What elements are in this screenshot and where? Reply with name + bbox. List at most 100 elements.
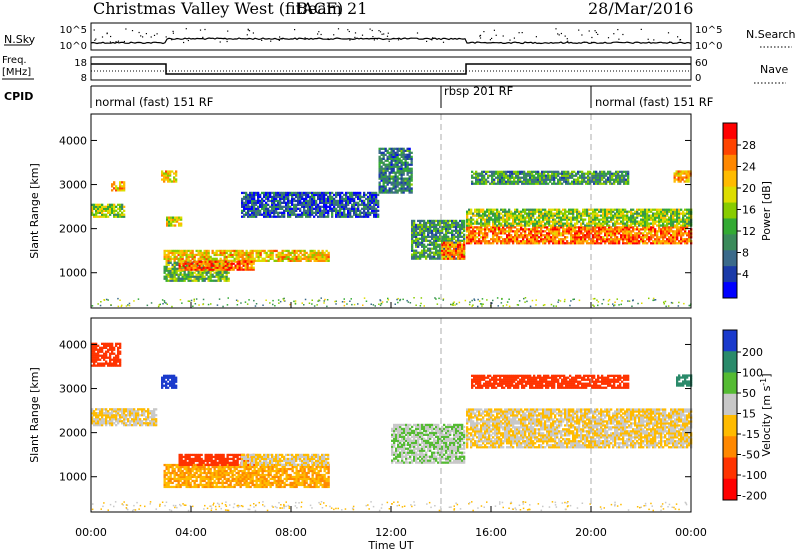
heatmap-cell <box>291 193 294 197</box>
heatmap-cell <box>214 266 217 269</box>
heatmap-cell <box>595 182 598 185</box>
heatmap-cell <box>608 220 611 223</box>
heatmap-cell <box>279 259 282 262</box>
heatmap-cell <box>510 214 513 217</box>
heatmap-cell <box>337 209 340 212</box>
heatmap-cell <box>658 214 661 217</box>
heatmap-cell <box>536 208 539 211</box>
heatmap-cell <box>525 178 528 181</box>
heatmap-cell <box>566 230 569 233</box>
heatmap-cell <box>309 259 312 262</box>
heatmap-cell <box>269 191 272 195</box>
heatmap-cell <box>281 213 284 216</box>
heatmap-cell <box>249 197 252 201</box>
heatmap-cell <box>419 231 422 234</box>
heatmap-cell <box>588 216 591 219</box>
heatmap-cell <box>664 208 667 211</box>
heatmap-cell <box>329 201 332 204</box>
heatmap-cell <box>662 224 665 227</box>
heatmap-cell <box>244 264 247 267</box>
heatmap-cell <box>411 241 414 244</box>
heatmap-cell <box>447 249 450 252</box>
heatmap-cell <box>443 255 446 258</box>
heatmap-cell <box>605 180 608 183</box>
heatmap-cell <box>534 232 537 235</box>
heatmap-cell <box>652 218 655 221</box>
heatmap-cell <box>497 172 500 175</box>
heatmap-cell <box>271 199 274 203</box>
heatmap-cell <box>568 212 571 215</box>
heatmap-cell <box>165 263 168 266</box>
heatmap-cell <box>305 209 308 212</box>
heatmap-cell <box>546 238 549 241</box>
heatmap-cell <box>472 230 475 233</box>
heatmap-cell <box>242 264 245 267</box>
heatmap-cell <box>325 201 328 204</box>
heatmap-cell <box>652 230 655 233</box>
heatmap-cell <box>626 238 629 241</box>
heatmap-cell <box>482 214 485 217</box>
heatmap-cell <box>215 279 218 282</box>
heatmap-cell <box>673 180 676 183</box>
heatmap-cell <box>553 172 556 175</box>
heatmap-cell <box>423 231 426 234</box>
heatmap-cell <box>215 257 218 260</box>
heatmap-cell <box>299 207 302 210</box>
heatmap-cell <box>113 187 116 190</box>
heatmap-cell <box>626 226 629 229</box>
heatmap-cell <box>335 191 338 195</box>
heatmap-cell <box>632 222 635 225</box>
heatmap-cell <box>592 218 595 221</box>
heatmap-cell <box>496 228 499 231</box>
heatmap-cell <box>483 176 486 179</box>
heatmap-cell <box>187 257 190 260</box>
heatmap-cell <box>173 259 176 262</box>
heatmap-cell <box>624 228 627 231</box>
heatmap-cell <box>279 251 282 255</box>
heatmap-cell <box>363 201 366 204</box>
heatmap-cell <box>251 209 254 212</box>
heatmap-cell <box>384 173 387 176</box>
heatmap-cell <box>411 239 414 242</box>
heatmap-cell <box>481 176 484 179</box>
heatmap-cell <box>208 264 211 267</box>
heatmap-cell <box>433 227 436 231</box>
heatmap-cell <box>375 215 378 218</box>
heatmap-cell <box>646 226 649 229</box>
heatmap-cell <box>265 197 268 201</box>
heatmap-cell <box>247 209 250 212</box>
heatmap-cell <box>662 208 665 211</box>
nsky-dot <box>101 36 104 38</box>
heatmap-cell <box>594 232 597 235</box>
heatmap-cell <box>201 275 204 278</box>
heatmap-cell <box>512 238 515 241</box>
heatmap-cell <box>554 220 557 223</box>
heatmap-cell <box>123 213 126 216</box>
heatmap-cell <box>453 253 456 256</box>
heatmap-cell <box>303 207 306 210</box>
heatmap-cell <box>447 221 450 225</box>
heatmap-cell <box>551 182 554 185</box>
heatmap-cell <box>377 209 380 212</box>
heatmap-cell <box>249 255 252 259</box>
heatmap-cell <box>522 214 525 217</box>
heatmap-cell <box>506 234 509 237</box>
heatmap-cell <box>581 172 584 175</box>
freq-label-line1: Freq. <box>2 55 27 66</box>
heatmap-cell <box>277 215 280 218</box>
nsky-dot <box>479 34 482 36</box>
heatmap-cell <box>515 170 518 173</box>
heatmap-cell <box>534 218 537 221</box>
heatmap-cell <box>664 242 667 245</box>
heatmap-cell <box>163 251 166 255</box>
heatmap-cell <box>293 257 296 260</box>
heatmap-cell <box>660 240 663 243</box>
nsky-dot <box>94 39 96 41</box>
heatmap-cell <box>357 195 360 199</box>
heatmap-cell <box>283 195 286 199</box>
heatmap-cell <box>494 232 497 235</box>
heatmap-cell <box>634 218 637 221</box>
heatmap-cell <box>253 191 256 195</box>
heatmap-cell <box>317 207 320 210</box>
heatmap-cell <box>265 205 268 208</box>
